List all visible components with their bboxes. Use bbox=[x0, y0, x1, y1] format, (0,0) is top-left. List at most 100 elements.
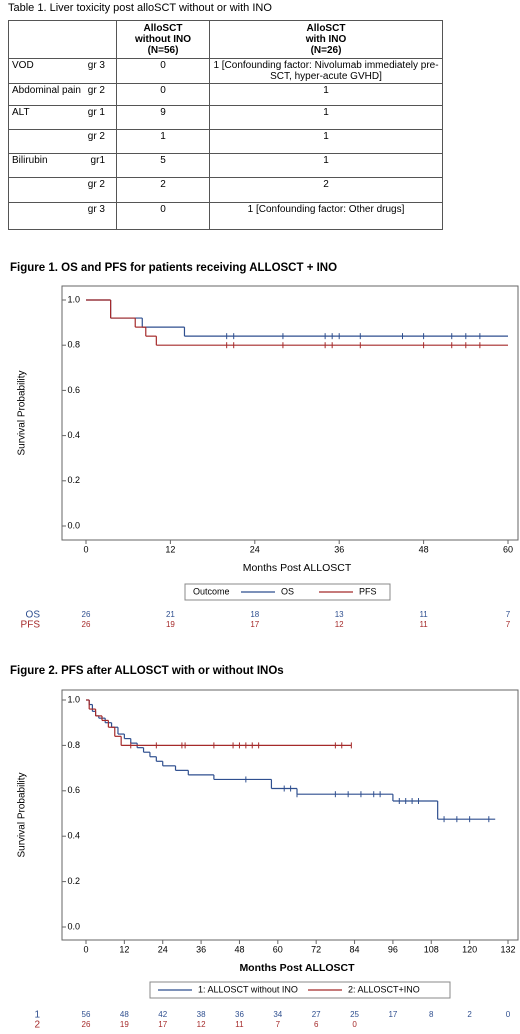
x-axis-label: Months Post ALLOSCT bbox=[239, 962, 355, 974]
cell: 0 bbox=[116, 202, 210, 230]
x-tick-label: 132 bbox=[500, 944, 515, 954]
y-axis-label: Survival Probability bbox=[17, 370, 28, 455]
at-risk: 7 bbox=[506, 620, 511, 629]
row-label: ALT gr 1 bbox=[8, 105, 117, 130]
at-risk: 42 bbox=[158, 1010, 167, 1019]
plot-frame bbox=[61, 285, 519, 541]
legend-label: OS bbox=[281, 586, 294, 596]
header-row: AlloSCT without INO (N=56) AlloSCT with INO(… bbox=[8, 20, 443, 59]
row-grade: gr 2 bbox=[87, 131, 105, 142]
cell: 5 bbox=[116, 153, 210, 178]
x-axis-label: Months Post ALLOSCT bbox=[243, 562, 352, 574]
risk-label: 2 bbox=[34, 1020, 40, 1031]
y-axis-label: Survival Probability bbox=[17, 772, 28, 857]
row-grade: gr 2 bbox=[87, 179, 105, 190]
y-tick-label: 0.2 bbox=[67, 475, 80, 485]
at-risk: 0 bbox=[352, 1020, 357, 1029]
at-risk: 18 bbox=[250, 610, 259, 619]
y-tick-label: 1.0 bbox=[67, 694, 80, 704]
at-risk: 25 bbox=[350, 1010, 359, 1019]
at-risk: 17 bbox=[388, 1010, 397, 1019]
header-line: AlloSCT bbox=[306, 23, 346, 34]
at-risk: 26 bbox=[82, 620, 91, 629]
legend-title: Outcome bbox=[193, 586, 230, 596]
row-label: gr 2 bbox=[8, 177, 117, 203]
at-risk: 26 bbox=[82, 610, 91, 619]
at-risk: 12 bbox=[197, 1020, 206, 1029]
x-tick-label: 0 bbox=[83, 944, 88, 954]
x-tick-label: 60 bbox=[503, 544, 513, 554]
label-wrap: Bilirubin gr1 bbox=[12, 155, 113, 166]
row-grade: gr 2 bbox=[87, 85, 105, 96]
row-grade: gr1 bbox=[90, 155, 105, 166]
x-tick-label: 96 bbox=[388, 944, 398, 954]
chart-title: Figure 1. OS and PFS for patients receiv… bbox=[10, 262, 337, 274]
at-risk: 2 bbox=[467, 1010, 472, 1019]
y-tick-label: 0.4 bbox=[67, 430, 80, 440]
header-line: without INO bbox=[134, 34, 192, 45]
at-risk: 17 bbox=[250, 620, 259, 629]
header-line: AlloSCT bbox=[143, 23, 183, 34]
risk-label: 1 bbox=[34, 1010, 40, 1021]
legend-box bbox=[149, 981, 451, 999]
label-wrap: gr 2 bbox=[12, 179, 113, 190]
y-tick-label: 0.6 bbox=[67, 785, 80, 795]
header-cell: AlloSCT with INO (N=26) bbox=[209, 20, 443, 59]
legend-label: 2: ALLOSCT+INO bbox=[348, 984, 420, 994]
x-tick-label: 72 bbox=[311, 944, 321, 954]
cell: 1 [Confounding factor: Nivolumab immedia… bbox=[209, 58, 443, 84]
row-name: VOD bbox=[12, 60, 34, 71]
y-tick-label: 0.4 bbox=[67, 831, 80, 841]
row-label: gr 2 bbox=[8, 129, 117, 154]
y-tick-label: 0.0 bbox=[67, 520, 80, 530]
label-wrap: ALT gr 1 bbox=[12, 107, 113, 118]
row-grade: gr 3 bbox=[87, 204, 105, 215]
y-tick-label: 0.2 bbox=[67, 876, 80, 886]
label-wrap: Abdominal pain gr 2 bbox=[12, 85, 113, 96]
x-tick-label: 48 bbox=[419, 544, 429, 554]
row-name: ALT bbox=[12, 107, 30, 118]
x-tick-label: 108 bbox=[424, 944, 439, 954]
at-risk: 12 bbox=[335, 620, 344, 629]
at-risk: 6 bbox=[314, 1020, 319, 1029]
x-tick-label: 24 bbox=[158, 944, 168, 954]
at-risk: 0 bbox=[506, 1010, 511, 1019]
y-tick-label: 0.0 bbox=[67, 921, 80, 931]
at-risk: 21 bbox=[166, 610, 175, 619]
plot-frame bbox=[61, 689, 519, 941]
table-row: Bilirubin gr1 5 1 bbox=[8, 153, 443, 178]
at-risk: 36 bbox=[235, 1010, 244, 1019]
x-tick-label: 0 bbox=[83, 544, 88, 554]
cell: 1 [Confounding factor: Other drugs] bbox=[209, 202, 443, 230]
at-risk: 13 bbox=[335, 610, 344, 619]
row-grade: gr 1 bbox=[87, 107, 105, 118]
label-wrap: VOD gr 3 bbox=[12, 60, 113, 71]
at-risk: 38 bbox=[197, 1010, 206, 1019]
at-risk: 7 bbox=[506, 610, 511, 619]
at-risk: 17 bbox=[158, 1020, 167, 1029]
at-risk: 19 bbox=[120, 1020, 129, 1029]
y-tick-label: 0.8 bbox=[67, 340, 80, 350]
y-tick-label: 1.0 bbox=[67, 294, 80, 304]
y-tick-label: 0.8 bbox=[67, 740, 80, 750]
cell: 2 bbox=[209, 177, 443, 203]
header-line: with INO bbox=[305, 34, 347, 45]
risk-label: OS bbox=[26, 610, 41, 621]
x-tick-label: 12 bbox=[119, 944, 129, 954]
at-risk: 11 bbox=[235, 1020, 244, 1029]
header-line: (N=56) bbox=[147, 45, 179, 56]
legend-box bbox=[184, 583, 391, 601]
x-tick-label: 60 bbox=[273, 944, 283, 954]
header-cell bbox=[8, 20, 117, 59]
label-wrap: gr 2 bbox=[12, 131, 113, 142]
x-tick-label: 48 bbox=[234, 944, 244, 954]
at-risk: 48 bbox=[120, 1010, 129, 1019]
at-risk: 26 bbox=[82, 1020, 91, 1029]
row-label: gr 3 bbox=[8, 202, 117, 230]
row-grade: gr 3 bbox=[87, 60, 105, 71]
